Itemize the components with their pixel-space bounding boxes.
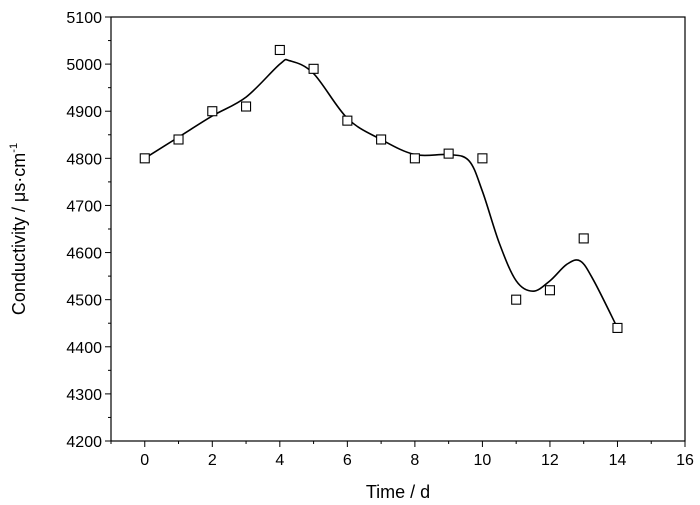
y-tick-label: 4900 xyxy=(66,104,102,121)
y-tick-label: 5100 xyxy=(66,10,102,27)
axis-ticks xyxy=(105,16,686,447)
y-tick-label: 4400 xyxy=(66,340,102,357)
plot-frame xyxy=(110,16,686,442)
y-tick-label: 4300 xyxy=(66,387,102,404)
y-tick-label: 4800 xyxy=(66,151,102,168)
data-point-day-1 xyxy=(173,134,184,145)
data-point-day-14 xyxy=(612,322,623,333)
data-point-day-12 xyxy=(544,285,555,296)
data-point-day-0 xyxy=(139,153,150,164)
x-tick-label: 0 xyxy=(140,452,149,469)
data-point-day-3 xyxy=(241,101,252,112)
data-markers xyxy=(139,44,623,333)
data-point-day-10 xyxy=(477,153,488,164)
y-tick-label: 4500 xyxy=(66,293,102,310)
data-point-day-8 xyxy=(409,153,420,164)
data-point-day-11 xyxy=(511,294,522,305)
data-point-day-7 xyxy=(376,134,387,145)
data-point-day-6 xyxy=(342,115,353,126)
x-tick-label: 16 xyxy=(676,452,694,469)
axis-tick-labels: 0 2 4 6 8 10 12 14 16 4200 4300 4400 4500 4600 4700 480… xyxy=(66,10,694,469)
y-axis-title-exponent: -1 xyxy=(8,143,20,153)
y-tick-label: 4700 xyxy=(66,198,102,215)
y-axis-title: Conductivity / μs·cm-1 xyxy=(8,143,29,315)
x-tick-label: 10 xyxy=(474,452,492,469)
y-tick-label: 4600 xyxy=(66,246,102,263)
data-point-day-13 xyxy=(578,233,589,244)
x-tick-label: 14 xyxy=(609,452,627,469)
data-point-day-4 xyxy=(274,44,285,56)
x-tick-label: 8 xyxy=(410,452,419,469)
x-tick-label: 2 xyxy=(208,452,217,469)
y-axis-title-main: Conductivity / xyxy=(9,202,29,315)
x-tick-label: 12 xyxy=(541,452,559,469)
y-axis-title-unit: s·cm xyxy=(9,153,29,192)
y-tick-label: 4200 xyxy=(66,434,102,451)
x-axis-title: Time / d xyxy=(366,482,430,502)
data-point-day-2 xyxy=(207,106,218,117)
x-tick-label: 4 xyxy=(275,452,284,469)
data-point-day-9 xyxy=(443,148,454,159)
x-tick-label: 6 xyxy=(343,452,352,469)
y-axis-title-mu: μ xyxy=(9,192,29,202)
y-tick-label: 5000 xyxy=(66,57,102,74)
data-point-day-5 xyxy=(308,63,319,74)
